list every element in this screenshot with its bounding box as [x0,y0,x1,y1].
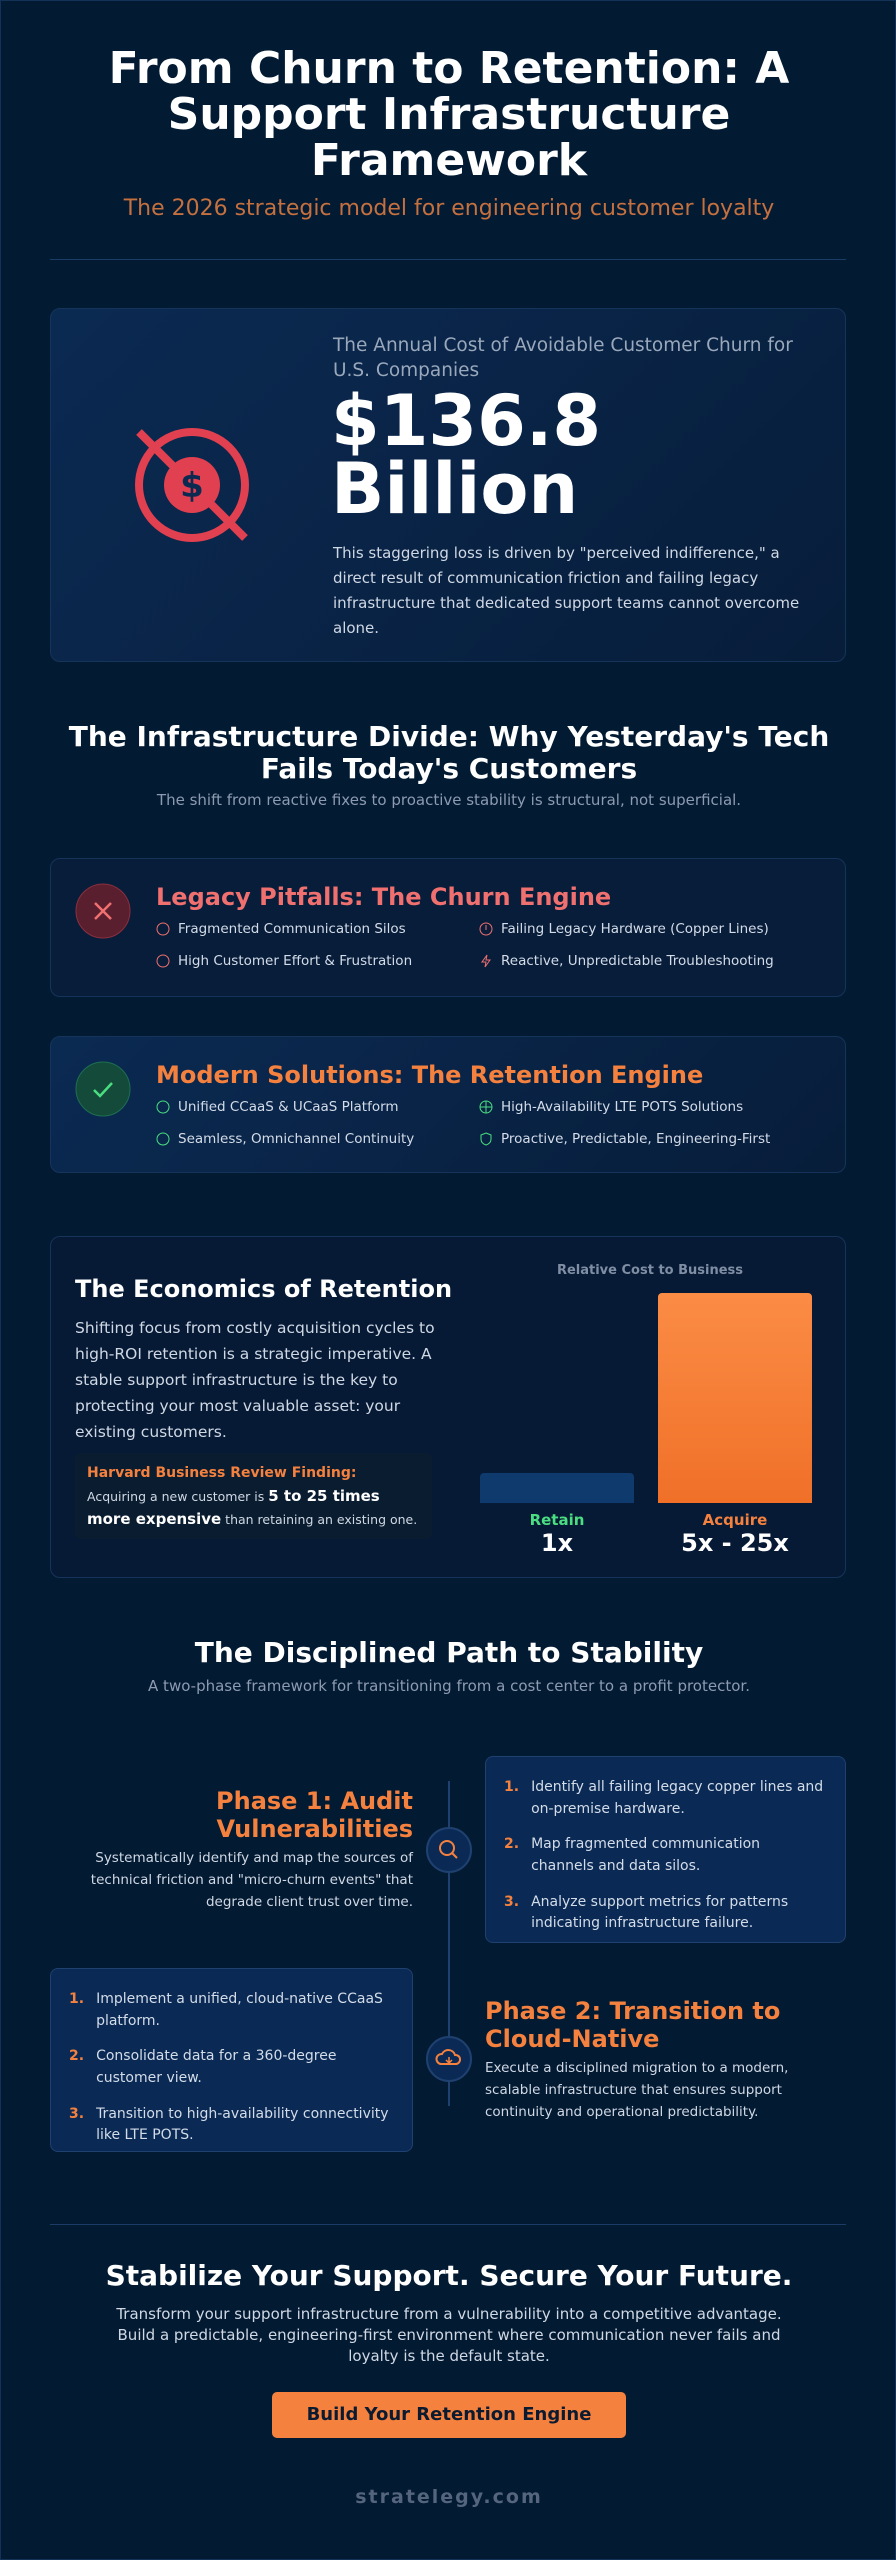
svg-text:$: $ [180,466,204,506]
divider [50,2224,846,2225]
bar-label: Retain [529,1511,585,1529]
legacy-title: Legacy Pitfalls: The Churn Engine [156,883,612,911]
step-number: 2. [69,2048,85,2065]
economics-title: The Economics of Retention [75,1275,453,1303]
modern-item: Proactive, Predictable, Engineering-Firs… [479,1131,802,1147]
title: From Churn to Retention: A Support Infra… [108,43,790,186]
subtitle: The 2026 strategic model for engineering… [123,196,775,221]
legacy-item: Fragmented Communication Silos [156,921,479,937]
step: 2. Map fragmented communication channels … [504,1834,827,1877]
cta-title: Stabilize Your Support. Secure Your Futu… [105,2259,793,2292]
cloud-icon [426,2036,472,2082]
step: 2. Consolidate data for a 360-degree cust… [69,2046,394,2089]
phase-description: Systematically identify and map the sour… [90,1850,413,1910]
cta-button[interactable]: Build Your Retention Engine [272,2392,626,2438]
modern-item: Seamless, Omnichannel Continuity [156,1131,479,1147]
step-number: 3. [69,2105,85,2122]
modern-item-text: Unified CCaaS & UCaaS Platform [178,1099,399,1115]
bar-value-label: 5x - 25x [681,1529,789,1557]
step-number: 1. [504,1779,520,1795]
step-text: Implement a unified, cloud-native CCaaS … [96,1991,383,2029]
phase-steps: 1. Implement a unified, cloud-native CCaa… [50,1968,413,2152]
x-icon [75,883,131,939]
legacy-item-text: Fragmented Communication Silos [178,921,406,937]
modern-title: Modern Solutions: The Retention Engine [156,1061,704,1089]
economics-card: The Economics of Retention Shifting focu… [50,1236,846,1578]
cta-body: Transform your support infrastructure fr… [116,2305,782,2365]
step-text: Consolidate data for a 360-degree custom… [96,2048,337,2087]
footer: stratelegy.com [355,2486,543,2508]
modern-list: Unified CCaaS & UCaaS Platform High-Avai… [156,1099,802,1147]
phase-title: Phase 1: Audit Vulnerabilities [216,1787,413,1843]
stat-value: $136.8 Billion [331,380,602,530]
legacy-item: Failing Legacy Hardware (Copper Lines) [479,921,802,937]
finding-box: Harvard Business Review Finding: Acquiri… [75,1453,432,1539]
step: 1. Identify all failing legacy copper lin… [504,1777,827,1820]
legacy-list: Fragmented Communication Silos Failing L… [156,921,802,969]
finding-label: Harvard Business Review Finding: [87,1465,357,1481]
stat-label: The Annual Cost of Avoidable Customer Ch… [333,335,793,381]
bar-value-label: 1x [540,1529,574,1557]
finding-before: Acquiring a new customer is [87,1489,265,1504]
stat-description: This staggering loss is driven by "perce… [333,544,800,637]
phase-title: Phase 2: Transition to Cloud-Native [485,1997,781,2053]
bar-label: Acquire [702,1511,768,1529]
finding-text: Acquiring a new customer is 5 to 25 time… [87,1485,420,1531]
step-text: Identify all failing legacy copper lines… [531,1779,824,1817]
finding-after: than retaining an existing one. [225,1512,418,1527]
legacy-item-text: High Customer Effort & Frustration [178,953,413,969]
money-icon: $ [135,428,249,542]
modern-card: Modern Solutions: The Retention Engine U… [50,1036,846,1173]
step: 3. Analyze support metrics for patterns i… [504,1892,827,1935]
section-subtitle: The shift from reactive fixes to proacti… [156,791,742,809]
legacy-item: Reactive, Unpredictable Troubleshooting [479,953,802,969]
retain-bar [480,1473,634,1503]
finding-emphasis: 5 to 25 times more expensive [87,1487,380,1528]
check-icon [75,1061,131,1117]
step-number: 1. [69,1991,85,2007]
step-text: Analyze support metrics for patterns ind… [531,1893,789,1932]
timeline [448,1781,450,2106]
search-icon [426,1827,472,1873]
legacy-item-text: Reactive, Unpredictable Troubleshooting [501,953,774,969]
stat-card: $ The Annual Cost of Avoidable Customer … [50,308,846,662]
step-text: Transition to high-availability connecti… [96,2105,389,2144]
divider [50,259,846,260]
section-title: The Infrastructure Divide: Why Yesterday… [68,720,830,785]
legacy-item-text: Failing Legacy Hardware (Copper Lines) [501,921,769,937]
legacy-card: Legacy Pitfalls: The Churn Engine Fragme… [50,858,846,997]
modern-item-text: Proactive, Predictable, Engineering-Firs… [501,1131,771,1147]
step-text: Map fragmented communication channels an… [531,1836,761,1875]
step-number: 2. [504,1836,520,1853]
step-number: 3. [504,1893,520,1910]
phase-steps: 1. Identify all failing legacy copper lin… [485,1756,846,1943]
step: 1. Implement a unified, cloud-native CCaa… [69,1989,394,2032]
phase-description: Execute a disciplined migration to a mod… [485,2060,789,2120]
step: 3. Transition to high-availability connec… [69,2104,394,2147]
acquire-bar [658,1293,812,1503]
modern-item: Unified CCaaS & UCaaS Platform [156,1099,479,1115]
path-subtitle: A two-phase framework for transitioning … [148,1677,750,1695]
chart-title: Relative Cost to Business [556,1263,744,1278]
path-title: The Disciplined Path to Stability [194,1636,704,1669]
modern-item: High-Availability LTE POTS Solutions [479,1099,802,1115]
modern-item-text: High-Availability LTE POTS Solutions [501,1099,744,1115]
legacy-item: High Customer Effort & Frustration [156,953,479,969]
economics-body: Shifting focus from costly acquisition c… [75,1319,435,1441]
modern-item-text: Seamless, Omnichannel Continuity [178,1131,415,1147]
